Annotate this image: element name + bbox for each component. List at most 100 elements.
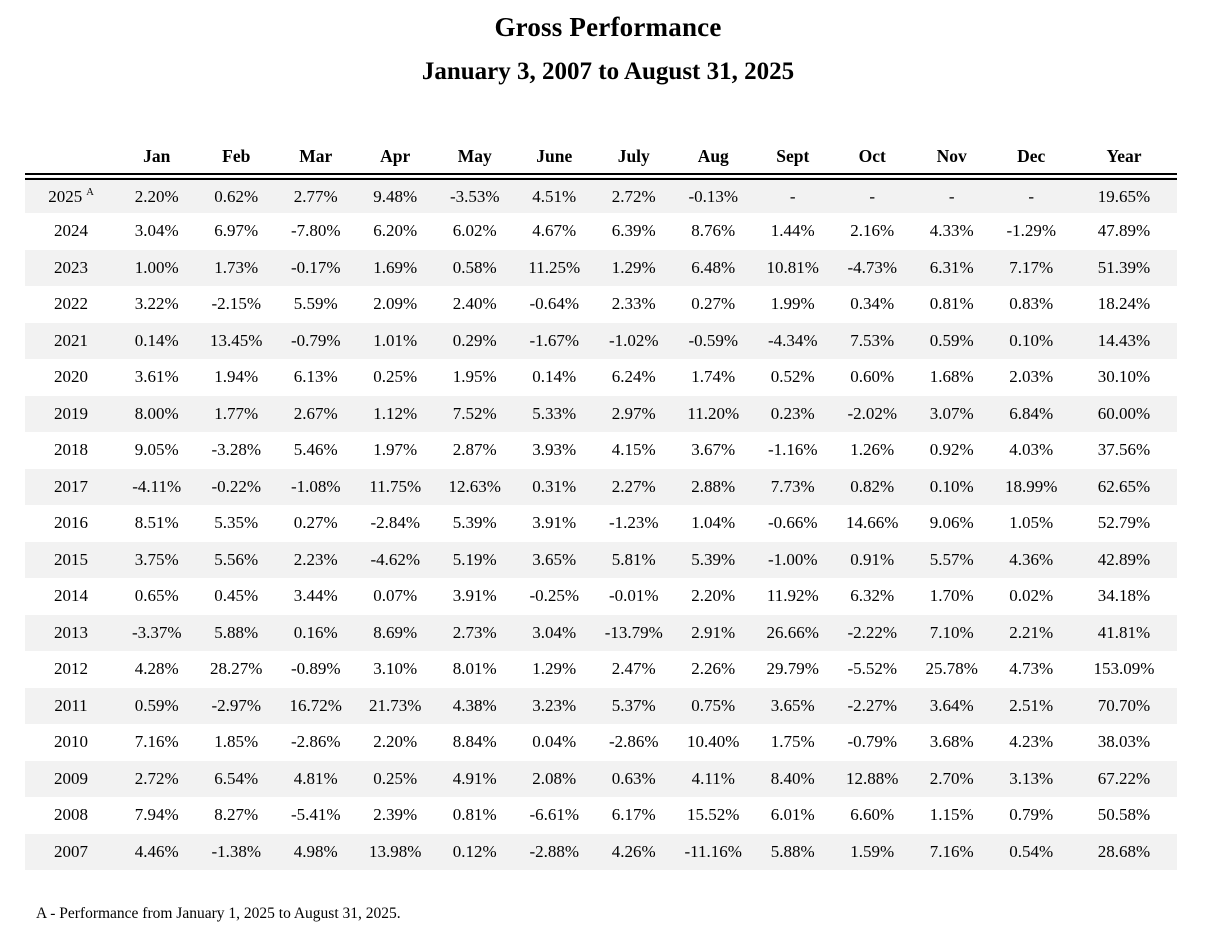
value-cell: 3.04% bbox=[532, 622, 577, 642]
value-cell: 0.10% bbox=[929, 476, 974, 496]
page-subtitle: January 3, 2007 to August 31, 2025 bbox=[421, 58, 795, 85]
value-cell: - bbox=[1028, 186, 1035, 206]
value-cell: 50.58% bbox=[1097, 805, 1151, 825]
column-header-apr: Apr bbox=[355, 146, 435, 180]
value-cell: 0.65% bbox=[134, 586, 179, 606]
value-cell: 5.37% bbox=[611, 695, 656, 715]
value-cell: 21.73% bbox=[369, 695, 422, 715]
value-cell: -6.61% bbox=[529, 805, 580, 825]
value-cell: - bbox=[789, 186, 796, 206]
value-cell: - bbox=[948, 186, 955, 206]
value-cell: 0.59% bbox=[134, 695, 179, 715]
value-cell: 7.73% bbox=[770, 476, 815, 496]
value-cell: 10.40% bbox=[687, 732, 740, 752]
value-cell: -5.52% bbox=[847, 659, 898, 679]
value-cell: 18.99% bbox=[1005, 476, 1058, 496]
value-cell: 2.09% bbox=[373, 294, 418, 314]
value-cell: 11.25% bbox=[528, 257, 581, 277]
value-cell: 5.88% bbox=[770, 841, 815, 861]
value-cell: -0.64% bbox=[529, 294, 580, 314]
value-cell: 9.05% bbox=[134, 440, 179, 460]
column-header-dec: Dec bbox=[991, 146, 1071, 180]
value-cell: 6.31% bbox=[929, 257, 974, 277]
year-text: 2012 bbox=[54, 659, 88, 679]
value-cell: 7.52% bbox=[452, 403, 497, 423]
value-cell: 6.02% bbox=[452, 221, 497, 241]
table-row-2008: 2008 7.94% 8.27% -5.41% 2.39% 0.81% -6.61% 6.17… bbox=[25, 797, 1177, 834]
value-cell: 6.97% bbox=[214, 221, 259, 241]
value-cell: -5.41% bbox=[290, 805, 341, 825]
value-cell: - bbox=[869, 186, 876, 206]
value-cell: 30.10% bbox=[1097, 367, 1151, 387]
value-cell: -0.66% bbox=[767, 513, 818, 533]
value-cell: 18.24% bbox=[1097, 294, 1151, 314]
value-cell: 3.10% bbox=[373, 659, 418, 679]
value-cell: -13.79% bbox=[604, 622, 663, 642]
value-cell: 5.39% bbox=[691, 549, 736, 569]
year-text: 2013 bbox=[54, 622, 88, 642]
value-cell: 0.10% bbox=[1009, 330, 1054, 350]
table-row-2007: 2007 4.46% -1.38% 4.98% 13.98% 0.12% -2.88% 4.2… bbox=[25, 833, 1177, 871]
value-cell: -1.08% bbox=[290, 476, 341, 496]
value-cell: 4.98% bbox=[293, 841, 338, 861]
value-cell: -2.97% bbox=[211, 695, 262, 715]
value-cell: 11.92% bbox=[766, 586, 819, 606]
year-label: 2015 bbox=[25, 542, 117, 579]
value-cell: -1.16% bbox=[767, 440, 818, 460]
value-cell: 34.18% bbox=[1097, 586, 1151, 606]
value-cell: 1.29% bbox=[611, 257, 656, 277]
value-cell: 1.68% bbox=[929, 367, 974, 387]
year-label: 2013 bbox=[25, 615, 117, 652]
value-cell: 16.72% bbox=[289, 695, 342, 715]
value-cell: 51.39% bbox=[1097, 257, 1151, 277]
value-cell: 4.33% bbox=[929, 221, 974, 241]
value-cell: 0.29% bbox=[452, 330, 497, 350]
value-cell: 3.44% bbox=[293, 586, 338, 606]
year-label: 2011 bbox=[25, 688, 117, 725]
table-row-2015: 2015 3.75% 5.56% 2.23% -4.62% 5.19% 3.65% 5.81%… bbox=[25, 541, 1177, 579]
year-text: 2017 bbox=[54, 476, 88, 496]
value-cell: 14.43% bbox=[1097, 330, 1151, 350]
value-cell: 0.31% bbox=[532, 476, 577, 496]
value-cell: 3.65% bbox=[770, 695, 815, 715]
value-cell: 14.66% bbox=[846, 513, 899, 533]
year-text: 2011 bbox=[54, 695, 88, 715]
value-cell: 4.73% bbox=[1009, 659, 1054, 679]
value-cell: 6.24% bbox=[611, 367, 656, 387]
year-text: 2010 bbox=[54, 732, 88, 752]
value-cell: 26.66% bbox=[766, 622, 819, 642]
value-cell: -3.53% bbox=[449, 186, 500, 206]
column-header-mar: Mar bbox=[276, 146, 356, 180]
table-row-2009: 2009 2.72% 6.54% 4.81% 0.25% 4.91% 2.08% 0.63% 4… bbox=[25, 760, 1177, 797]
value-cell: 1.12% bbox=[373, 403, 418, 423]
value-cell: 2.20% bbox=[691, 586, 736, 606]
year-text: 2009 bbox=[54, 768, 88, 788]
table-row-2021: 2021 0.14% 13.45% -0.79% 1.01% 0.29% -1.67% -1.… bbox=[25, 322, 1177, 359]
value-cell: 0.07% bbox=[373, 586, 418, 606]
value-cell: 6.60% bbox=[850, 805, 895, 825]
value-cell: 2.88% bbox=[691, 476, 736, 496]
year-label: 2007 bbox=[25, 834, 117, 871]
column-header-may: May bbox=[435, 146, 515, 180]
value-cell: 3.61% bbox=[134, 367, 179, 387]
year-label: 2024 bbox=[25, 213, 117, 250]
value-cell: 5.46% bbox=[293, 440, 338, 460]
value-cell: 1.00% bbox=[134, 257, 179, 277]
value-cell: -1.67% bbox=[529, 330, 580, 350]
value-cell: 0.12% bbox=[452, 841, 497, 861]
value-cell: 60.00% bbox=[1097, 403, 1151, 423]
value-cell: 0.79% bbox=[1009, 805, 1054, 825]
value-cell: 2.16% bbox=[850, 221, 895, 241]
value-cell: 0.14% bbox=[134, 330, 179, 350]
value-cell: -11.16% bbox=[684, 841, 742, 861]
value-cell: 1.05% bbox=[1009, 513, 1054, 533]
column-header-oct: Oct bbox=[832, 146, 912, 180]
value-cell: 1.95% bbox=[452, 367, 497, 387]
value-cell: 70.70% bbox=[1097, 695, 1151, 715]
value-cell: 1.94% bbox=[214, 367, 259, 387]
value-cell: 6.17% bbox=[611, 805, 656, 825]
column-header-july: July bbox=[594, 146, 674, 180]
value-cell: 7.94% bbox=[134, 805, 179, 825]
value-cell: -0.13% bbox=[688, 186, 739, 206]
